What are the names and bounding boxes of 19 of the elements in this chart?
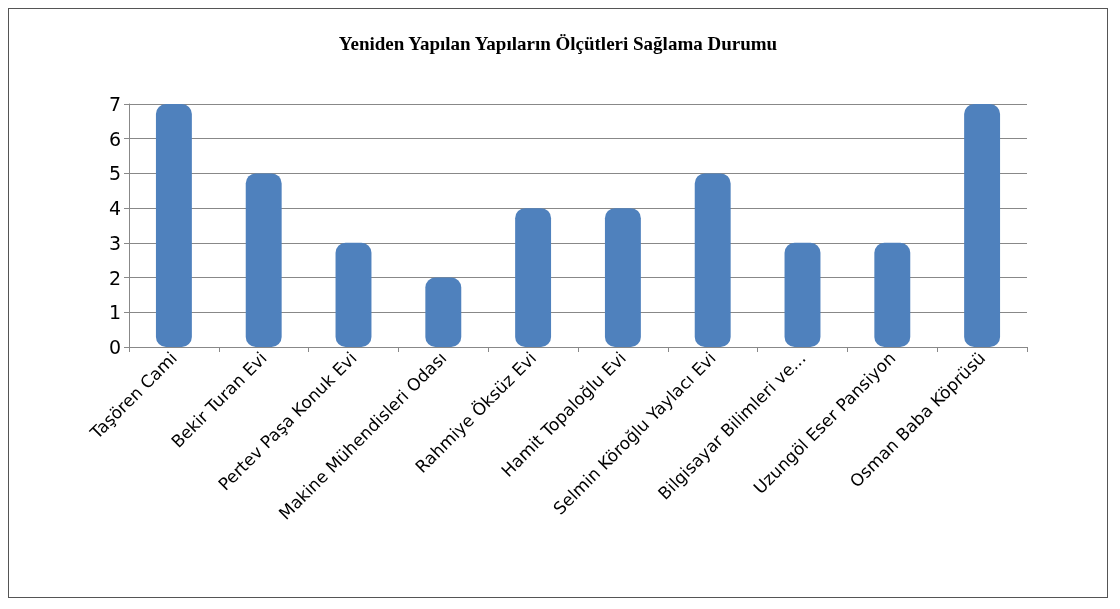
- y-tick-label: 3: [108, 231, 121, 254]
- bar: [515, 208, 552, 347]
- bar: [425, 277, 462, 347]
- bar: [604, 208, 641, 347]
- bar: [335, 242, 372, 347]
- chart-title: Yeniden Yapılan Yapıların Ölçütleri Sağlama Durumu: [338, 33, 778, 54]
- y-tick-label: 4: [108, 197, 121, 220]
- y-tick-label: 2: [108, 266, 121, 289]
- bar: [694, 173, 731, 347]
- bar: [964, 104, 1001, 347]
- y-tick-label: 5: [108, 162, 121, 185]
- bar: [874, 242, 911, 347]
- bar: [155, 104, 192, 347]
- bar: [784, 242, 821, 347]
- y-tick-label: 1: [108, 301, 121, 324]
- bar: [245, 173, 282, 347]
- y-tick-label: 0: [108, 336, 121, 358]
- y-tick-label: 7: [108, 93, 121, 115]
- y-tick-label: 6: [108, 127, 121, 150]
